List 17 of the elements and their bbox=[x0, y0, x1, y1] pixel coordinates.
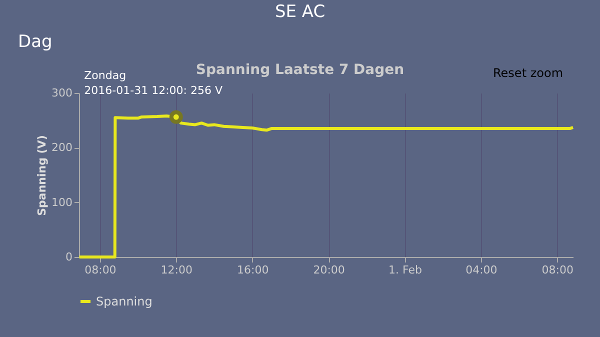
text: Reset zoom bbox=[492, 66, 564, 80]
x-tick-label: 08:00 bbox=[542, 264, 574, 276]
x-tick-label: 08:00 bbox=[84, 264, 116, 276]
y-tick-label: 200 bbox=[52, 141, 72, 154]
y-axis-title: Spanning (V) bbox=[36, 135, 49, 216]
text: SE AC bbox=[274, 2, 326, 22]
x-tick-label: 16:00 bbox=[236, 264, 269, 276]
y-tick-label: 0 bbox=[66, 250, 72, 264]
chart-title: Spanning Laatste 7 Dagen bbox=[196, 62, 404, 78]
x-tick-label: 1. Feb bbox=[388, 264, 422, 276]
legend-label: Spanning bbox=[96, 294, 152, 308]
y-tick-label: 100 bbox=[52, 196, 72, 209]
x-tick-label: 04:00 bbox=[466, 264, 498, 276]
x-tick-label: 20:00 bbox=[313, 264, 345, 276]
y-tick-label: 300 bbox=[52, 86, 72, 100]
x-tick-label: 12:00 bbox=[160, 264, 192, 276]
text: Dag bbox=[18, 32, 52, 52]
